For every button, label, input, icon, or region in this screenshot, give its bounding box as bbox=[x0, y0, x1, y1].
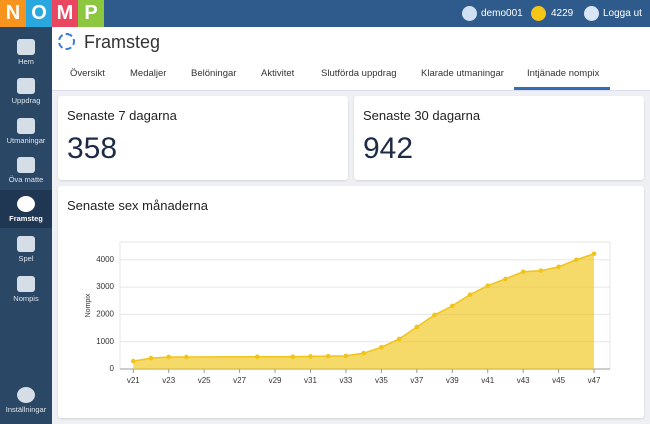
nav-label: Utmaningar bbox=[6, 136, 46, 145]
point bbox=[325, 353, 331, 359]
point bbox=[290, 354, 296, 360]
x-tick-label: v39 bbox=[446, 376, 459, 385]
nav-label: Öva matte bbox=[8, 175, 44, 184]
y-tick-label: 1000 bbox=[96, 337, 114, 346]
y-tick-label: 0 bbox=[110, 364, 115, 373]
point bbox=[308, 354, 313, 359]
coin-count: 4229 bbox=[551, 8, 574, 19]
page-icon bbox=[58, 33, 75, 50]
point bbox=[432, 312, 437, 318]
x-tick-label: v33 bbox=[339, 376, 352, 385]
nav-item[interactable]: Hem bbox=[0, 39, 52, 66]
tab[interactable]: Belöningar bbox=[191, 68, 237, 79]
area bbox=[133, 253, 595, 369]
page-title: Framsteg bbox=[84, 32, 161, 52]
y-axis-label: Nompix bbox=[85, 293, 92, 317]
x-tick-label: v31 bbox=[304, 376, 317, 385]
avatar bbox=[462, 6, 477, 21]
nav-label: Hem bbox=[18, 57, 34, 66]
nav-item[interactable]: Framsteg bbox=[0, 196, 52, 223]
point bbox=[148, 355, 154, 361]
sidebar: Hem Uppdrag Utmaningar Öva matte Framste… bbox=[0, 27, 52, 424]
stat-card: Senaste 7 dagarna 358 bbox=[58, 96, 348, 180]
active-tab-underline bbox=[514, 87, 610, 90]
point bbox=[361, 350, 366, 356]
y-tick-label: 4000 bbox=[96, 255, 114, 264]
tab[interactable]: Översikt bbox=[70, 68, 105, 79]
point bbox=[556, 264, 561, 270]
point bbox=[396, 336, 402, 342]
nav-item[interactable]: Spel bbox=[0, 236, 52, 263]
point bbox=[520, 269, 526, 275]
point bbox=[379, 344, 384, 350]
x-tick-label: v23 bbox=[162, 376, 175, 385]
nav-item[interactable]: Öva matte bbox=[0, 157, 52, 184]
stat-card: Senaste 30 dagarna 942 bbox=[354, 96, 644, 180]
point bbox=[538, 268, 544, 273]
point bbox=[255, 354, 260, 360]
nav-label: Uppdrag bbox=[11, 96, 41, 105]
logo-letter: O bbox=[26, 0, 52, 27]
logo-letter: P bbox=[78, 0, 104, 27]
point bbox=[591, 251, 597, 257]
nav-label: Spel bbox=[18, 254, 34, 263]
x-tick-label: v47 bbox=[588, 376, 601, 385]
x-tick-label: v35 bbox=[375, 376, 388, 385]
x-tick-label: v29 bbox=[269, 376, 282, 385]
point bbox=[503, 276, 508, 282]
card-value: 942 bbox=[363, 132, 414, 165]
point bbox=[485, 283, 491, 288]
nav-item[interactable]: Uppdrag bbox=[0, 78, 52, 105]
top-bar: N O M P demo001 4229 Logga ut bbox=[0, 0, 650, 27]
tab[interactable]: Slutförda uppdrag bbox=[321, 68, 397, 79]
point bbox=[343, 353, 349, 359]
point bbox=[184, 354, 189, 360]
point bbox=[574, 257, 579, 263]
logo-letter: N bbox=[0, 0, 26, 27]
nav-label: Inställningar bbox=[5, 405, 47, 414]
nav-item[interactable]: Nompis bbox=[0, 276, 52, 303]
logout-icon bbox=[584, 6, 599, 21]
point bbox=[467, 292, 473, 298]
x-tick-label: v21 bbox=[127, 376, 140, 385]
chart-title: Senaste sex månaderna bbox=[67, 198, 208, 213]
nav-item[interactable]: Utmaningar bbox=[0, 118, 52, 145]
logo-letter: M bbox=[52, 0, 78, 27]
coin-icon bbox=[531, 6, 546, 21]
card-value: 358 bbox=[67, 132, 118, 165]
x-tick-label: v41 bbox=[481, 376, 494, 385]
point bbox=[166, 354, 172, 360]
nav-item[interactable]: Inställningar bbox=[0, 387, 52, 414]
x-tick-label: v43 bbox=[517, 376, 530, 385]
point bbox=[414, 324, 420, 330]
x-tick-label: v37 bbox=[410, 376, 423, 385]
x-tick-label: v27 bbox=[233, 376, 246, 385]
point bbox=[449, 303, 455, 309]
x-tick-label: v45 bbox=[552, 376, 565, 385]
nav-label: Framsteg bbox=[9, 214, 43, 223]
user-name[interactable]: demo001 bbox=[481, 8, 523, 19]
card-title: Senaste 7 dagarna bbox=[67, 108, 177, 123]
chart: 0 1000 2000 3000 4000 v21 v23 v25 v27 v29 v31 v33 v3… bbox=[85, 241, 611, 385]
page-header: Framsteg bbox=[52, 27, 650, 91]
tab[interactable]: Medaljer bbox=[130, 68, 167, 79]
y-tick-label: 3000 bbox=[96, 282, 114, 291]
point bbox=[130, 358, 136, 364]
x-tick-label: v25 bbox=[198, 376, 211, 385]
nav-label: Nompis bbox=[13, 294, 39, 303]
card-title: Senaste 30 dagarna bbox=[363, 108, 481, 123]
tab[interactable]: Intjänade nompix bbox=[527, 68, 600, 79]
tab[interactable]: Klarade utmaningar bbox=[421, 68, 504, 79]
chart-card: Senaste sex månaderna 0 1000 2000 3000 4000 v… bbox=[58, 186, 644, 418]
tab[interactable]: Aktivitet bbox=[261, 68, 295, 79]
logout[interactable]: Logga ut bbox=[603, 8, 642, 19]
y-tick-label: 2000 bbox=[96, 309, 114, 318]
